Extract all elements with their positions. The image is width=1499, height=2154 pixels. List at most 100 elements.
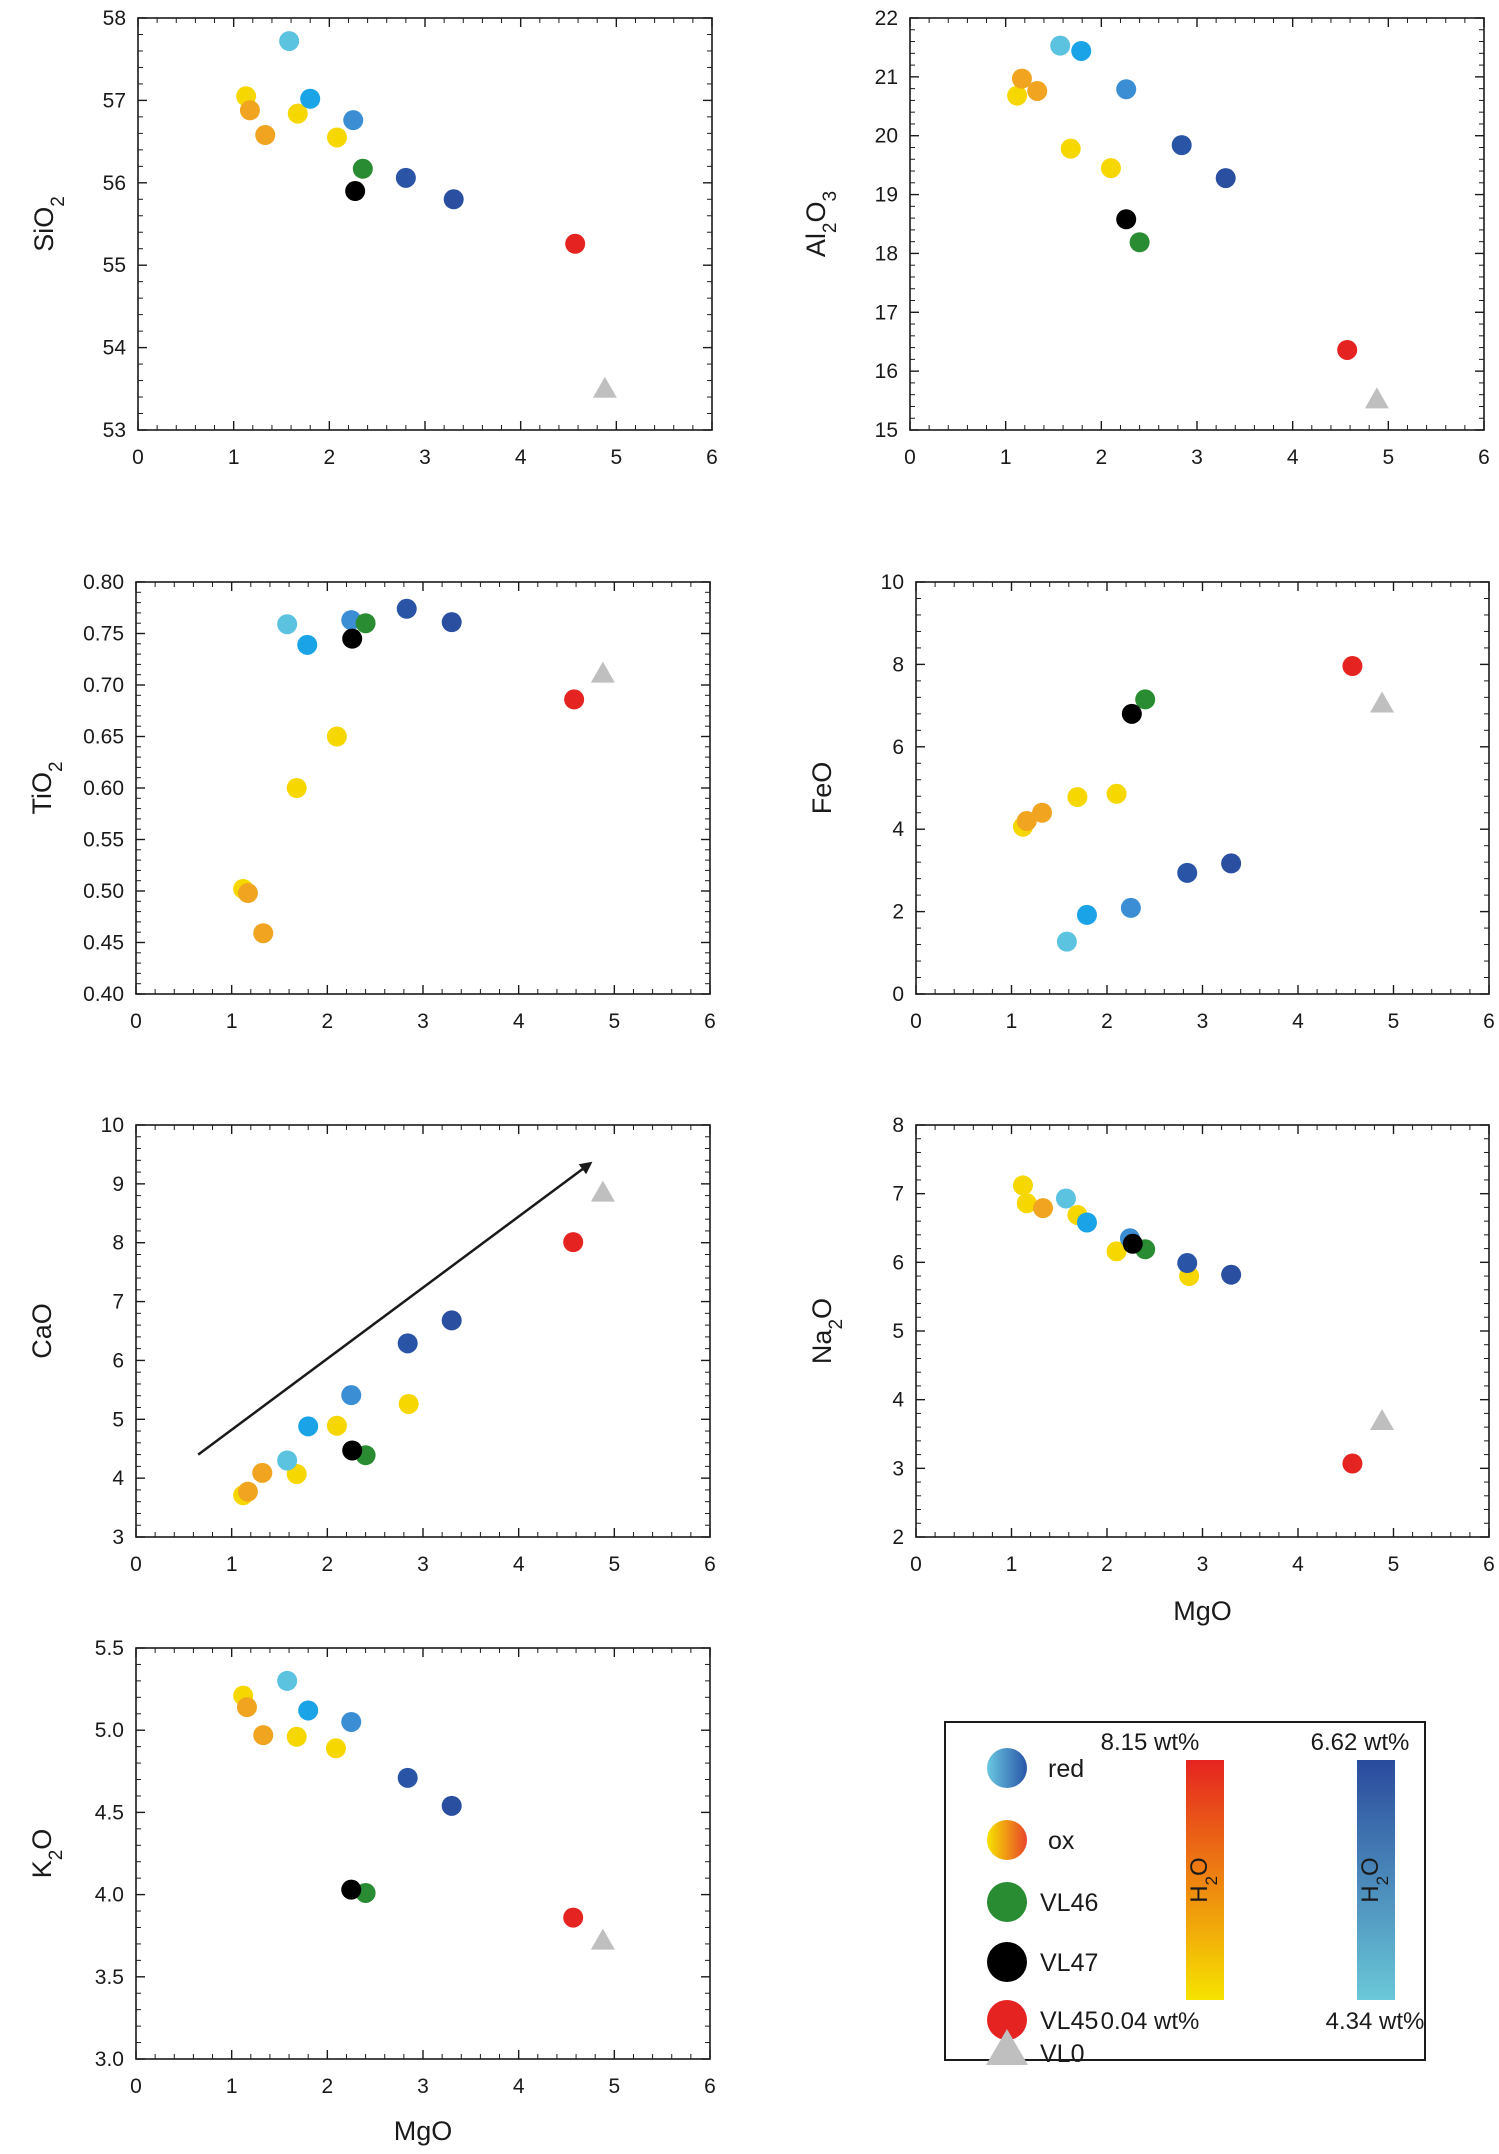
- series-vl47: [345, 181, 366, 202]
- data-point: [1342, 1453, 1363, 1474]
- x-axis-label: MgO: [394, 2116, 453, 2146]
- legend-vl46-marker: [987, 1882, 1027, 1922]
- series-vl45: [564, 689, 585, 710]
- data-point: [395, 167, 416, 188]
- y-tick-label: 55: [103, 254, 126, 277]
- data-point: [1033, 1198, 1054, 1219]
- series-vl46: [1135, 689, 1156, 710]
- data-point: [341, 1879, 362, 1900]
- data-point: [1055, 1188, 1076, 1209]
- y-tick-label: 18: [875, 242, 898, 265]
- data-point: [1012, 1175, 1033, 1196]
- y-tick-label: 5: [112, 1408, 124, 1431]
- y-tick-label: 20: [875, 125, 898, 148]
- data-point: [1011, 68, 1032, 89]
- series-ox: [1012, 1175, 1200, 1287]
- series-red: [277, 1670, 462, 1816]
- series-vl0: [590, 661, 615, 683]
- x-tick-label: 0: [130, 1553, 142, 1576]
- data-point: [341, 1385, 362, 1406]
- series-vl47: [1122, 1233, 1143, 1254]
- x-tick-label: 6: [1478, 446, 1490, 469]
- data-point: [345, 181, 366, 202]
- data-point: [352, 158, 373, 179]
- data-point: [441, 1795, 462, 1816]
- series-red: [277, 1310, 462, 1471]
- y-axis-label-part: 2: [46, 1850, 67, 1861]
- data-point: [286, 1726, 307, 1747]
- data-point: [1050, 35, 1071, 56]
- x-tick-label: 4: [513, 1553, 525, 1576]
- y-tick-label: 5: [892, 1320, 904, 1343]
- y-tick-label: 0.70: [83, 674, 124, 697]
- series-red: [279, 31, 464, 210]
- y-tick-label: 2: [892, 901, 904, 924]
- x-tick-label: 0: [904, 446, 916, 469]
- y-axis-label-part: Al: [801, 233, 831, 257]
- y-axis-label-part: 2: [46, 761, 67, 772]
- x-tick-label: 1: [1006, 1553, 1018, 1576]
- plot-frame: [135, 1647, 711, 2060]
- x-tick-label: 3: [417, 1010, 429, 1033]
- colorbar-ox-axis-label: H2O: [1186, 1857, 1221, 1902]
- data-point: [279, 31, 300, 52]
- y-tick-label: 3: [892, 1457, 904, 1480]
- legend-frame: [944, 1721, 1426, 2061]
- data-point: [1221, 853, 1242, 874]
- series-vl0: [1370, 1408, 1395, 1430]
- x-tick-label: 6: [706, 446, 718, 469]
- data-point: [298, 1700, 319, 1721]
- y-tick-label: 3.5: [95, 1966, 124, 1989]
- series-vl47: [1116, 209, 1137, 230]
- y-tick-label: 0.50: [83, 880, 124, 903]
- data-point: [277, 1450, 298, 1471]
- y-axis-label-part: CaO: [27, 1303, 57, 1359]
- y-axis-label-part: O: [801, 201, 831, 222]
- x-tick-label: 2: [323, 446, 335, 469]
- y-tick-label: 9: [112, 1173, 124, 1196]
- data-point: [286, 778, 307, 798]
- plot-frame: [135, 581, 711, 995]
- x-tick-label: 5: [608, 1553, 620, 1576]
- series-ox: [236, 86, 347, 148]
- series-vl47: [342, 1440, 363, 1461]
- y-tick-label: 7: [112, 1291, 124, 1314]
- data-point: [1076, 1212, 1097, 1233]
- data-point: [396, 598, 417, 619]
- data-point: [565, 233, 586, 254]
- legend-vl45-label: VL45: [1040, 2007, 1098, 2035]
- x-tick-label: 5: [608, 2075, 620, 2098]
- y-tick-label: 0.80: [83, 571, 124, 594]
- data-point: [1071, 40, 1092, 61]
- y-tick-label: 6: [892, 736, 904, 759]
- data-point: [1016, 810, 1037, 831]
- data-point: [326, 726, 347, 747]
- colorbar-ox-top-label: 8.15 wt%: [1101, 1729, 1200, 1756]
- y-tick-label: 0.40: [83, 983, 124, 1006]
- y-tick-label: 19: [875, 184, 898, 207]
- series-ox: [233, 726, 347, 944]
- colorbar-red-bottom-label: 4.34 wt%: [1326, 2008, 1425, 2035]
- y-tick-label: 8: [892, 653, 904, 676]
- data-point: [563, 1232, 584, 1253]
- series-vl0: [590, 1928, 615, 1950]
- x-tick-label: 0: [910, 1553, 922, 1576]
- x-tick-label: 1: [228, 446, 240, 469]
- data-point: [1370, 691, 1395, 713]
- data-point: [341, 1711, 362, 1732]
- data-point: [1120, 897, 1141, 918]
- y-tick-label: 5.5: [95, 1637, 124, 1660]
- series-vl45: [563, 1232, 584, 1253]
- series-vl46: [352, 158, 373, 179]
- x-tick-label: 4: [1292, 1553, 1304, 1576]
- data-point: [592, 376, 617, 398]
- x-tick-label: 6: [704, 1010, 716, 1033]
- y-tick-label: 7: [892, 1183, 904, 1206]
- y-axis-label: Na2O: [807, 1298, 847, 1364]
- y-tick-label: 8: [892, 1114, 904, 1137]
- y-axis-label: K2O: [27, 1829, 67, 1879]
